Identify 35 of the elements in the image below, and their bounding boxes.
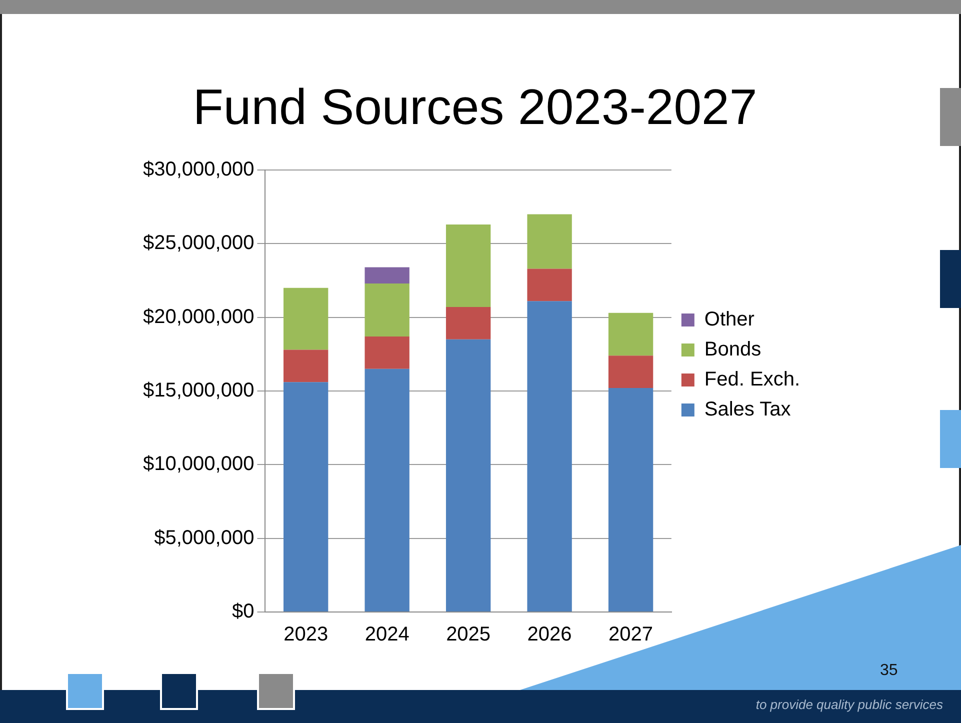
x-tick-label: 2027 — [608, 624, 654, 646]
y-tick-label: $30,000,000 — [142, 158, 254, 181]
x-tick-label: 2024 — [364, 624, 410, 646]
bar — [364, 283, 410, 336]
x-tick-label: 2026 — [527, 624, 572, 646]
y-tick-label: $5,000,000 — [154, 526, 254, 549]
bar — [608, 388, 654, 612]
legend-label: Bonds — [704, 338, 762, 361]
legend-label: Sales Tax — [704, 398, 791, 421]
bar — [364, 267, 410, 284]
bar — [527, 301, 572, 612]
bar — [446, 339, 491, 612]
text: to provide quality public services — [756, 697, 943, 712]
y-tick-label: $20,000,000 — [142, 306, 254, 328]
bar — [527, 214, 572, 269]
y-tick-label: $10,000,000 — [142, 453, 254, 476]
y-tick-label: $0 — [232, 600, 254, 623]
legend-label: Other — [704, 308, 755, 331]
text: 35 — [880, 662, 898, 680]
legend-label: Fed. Exch. — [704, 368, 800, 391]
bar — [284, 350, 328, 382]
bar — [527, 268, 572, 302]
bar — [364, 368, 410, 612]
bar — [364, 336, 410, 369]
bar — [446, 224, 491, 308]
y-tick-label: $15,000,000 — [142, 380, 254, 402]
x-tick-label: 2025 — [446, 624, 491, 646]
chart-title: Fund Sources 2023-2027 — [192, 78, 758, 135]
x-tick-label: 2023 — [284, 624, 328, 646]
y-tick-label: $25,000,000 — [142, 232, 254, 254]
bar — [284, 382, 328, 612]
bar — [446, 307, 491, 340]
bar — [284, 288, 328, 350]
bar — [608, 312, 654, 356]
bar — [608, 356, 654, 388]
